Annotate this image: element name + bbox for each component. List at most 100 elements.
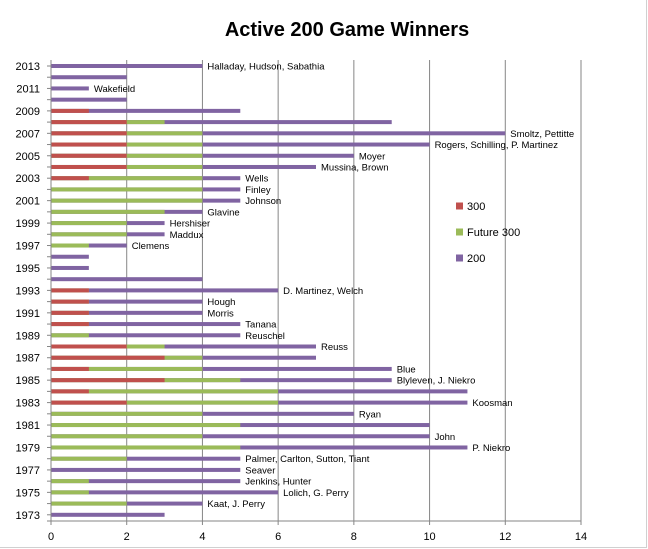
bar-future-300 bbox=[51, 176, 203, 181]
bar-annotation: Hough bbox=[207, 297, 235, 308]
x-tick-label: 0 bbox=[48, 531, 54, 543]
bar-300 bbox=[51, 131, 127, 136]
bar-future-300 bbox=[51, 501, 127, 506]
bar-200 bbox=[51, 445, 468, 450]
bar-annotation: D. Martinez, Welch bbox=[283, 286, 363, 297]
bar-200 bbox=[51, 512, 165, 517]
bar-annotation: P. Niekro bbox=[472, 443, 510, 454]
bar-300 bbox=[51, 299, 89, 304]
bar-200 bbox=[51, 142, 430, 147]
legend-label: Future 300 bbox=[467, 227, 520, 239]
bar-200 bbox=[51, 299, 203, 304]
bar-300 bbox=[51, 153, 127, 158]
y-tick-label: 1997 bbox=[16, 241, 40, 253]
bar-future-300 bbox=[51, 243, 89, 248]
bar-annotation: Blue bbox=[397, 364, 416, 375]
bar-300 bbox=[51, 378, 165, 383]
x-tick-label: 10 bbox=[423, 531, 435, 543]
bar-future-300 bbox=[51, 209, 165, 214]
bar-200 bbox=[51, 333, 241, 338]
bar-annotation: Tanana bbox=[245, 320, 277, 331]
legend-swatch bbox=[456, 254, 463, 262]
bar-300 bbox=[51, 108, 89, 113]
legend-label: 300 bbox=[467, 201, 485, 213]
bar-annotation: Moyer bbox=[359, 151, 385, 162]
bar-annotation: Palmer, Carlton, Sutton, Tiant bbox=[245, 454, 369, 465]
bar-200 bbox=[51, 97, 127, 102]
bar-annotation: Glavine bbox=[207, 207, 239, 218]
legend-swatch bbox=[456, 228, 463, 236]
x-tick-label: 8 bbox=[351, 531, 357, 543]
bar-200 bbox=[51, 108, 241, 113]
bar-annotation: Reuschel bbox=[245, 331, 285, 342]
y-tick-label: 1987 bbox=[16, 353, 40, 365]
bar-200 bbox=[51, 344, 316, 349]
bar-300 bbox=[51, 176, 89, 181]
y-tick-label: 2011 bbox=[16, 83, 40, 95]
bar-future-300 bbox=[51, 456, 127, 461]
legend: 300 Future 300 200 bbox=[456, 201, 520, 265]
bar-future-300 bbox=[51, 366, 203, 371]
bar-200 bbox=[51, 490, 279, 495]
y-tick-label: 1985 bbox=[16, 375, 40, 387]
x-tick-label: 12 bbox=[499, 531, 511, 543]
y-tick-label: 1975 bbox=[16, 487, 40, 499]
bar-future-300 bbox=[51, 411, 203, 416]
axes: 0 2 4 6 8 10 12 14 1973 1975 1977 1979 1981 1983 1985 1… bbox=[16, 60, 587, 543]
y-tick-label: 1979 bbox=[16, 442, 40, 454]
bar-annotation: Blyleven, J. Niekro bbox=[397, 376, 476, 387]
bar-annotation: Reuss bbox=[321, 342, 348, 353]
bar-annotation: Wells bbox=[245, 174, 268, 185]
bar-annotation: Clemens bbox=[132, 241, 170, 252]
chart-title: Active 200 Game Winners bbox=[225, 19, 469, 41]
y-tick-label: 2007 bbox=[16, 128, 40, 140]
bar-annotation: Mussina, Brown bbox=[321, 162, 389, 173]
bar-300 bbox=[51, 142, 127, 147]
bar-annotation: Maddux bbox=[170, 230, 204, 241]
bar-300 bbox=[51, 400, 127, 405]
bar-300 bbox=[51, 322, 89, 327]
bar-annotation: Hershiser bbox=[170, 219, 211, 230]
y-tick-label: 2013 bbox=[16, 61, 40, 73]
y-tick-label: 1989 bbox=[16, 330, 40, 342]
legend-label: 200 bbox=[467, 253, 485, 265]
bar-future-300 bbox=[51, 434, 203, 439]
legend-swatch bbox=[456, 202, 463, 210]
bar-200 bbox=[51, 131, 506, 136]
bar-annotation: Johnson bbox=[245, 196, 281, 207]
bar-annotation: Rogers, Schilling, P. Martinez bbox=[435, 140, 559, 151]
y-tick-label: 1977 bbox=[16, 465, 40, 477]
bars bbox=[51, 64, 506, 517]
bar-future-300 bbox=[51, 400, 279, 405]
bar-200 bbox=[51, 265, 89, 270]
bar-300 bbox=[51, 344, 127, 349]
bar-200 bbox=[51, 467, 241, 472]
bar-200 bbox=[51, 366, 392, 371]
y-tick-label: 1995 bbox=[16, 263, 40, 275]
bar-300 bbox=[51, 355, 165, 360]
bar-200 bbox=[51, 479, 241, 484]
x-tick-label: 2 bbox=[124, 531, 130, 543]
bar-annotation: Ryan bbox=[359, 409, 381, 420]
bar-300 bbox=[51, 120, 127, 125]
bar-future-300 bbox=[51, 490, 89, 495]
bar-200 bbox=[51, 277, 203, 282]
bar-annotation: Smoltz, Pettitte bbox=[510, 129, 574, 140]
y-tick-label: 2009 bbox=[16, 106, 40, 118]
bar-200 bbox=[51, 456, 241, 461]
y-tick-label: 1981 bbox=[16, 420, 40, 432]
bar-annotation: Koosman bbox=[472, 398, 512, 409]
annotations: Halladay, Hudson, Sabathia Wakefield Smolt… bbox=[94, 62, 574, 511]
x-tick-label: 6 bbox=[275, 531, 281, 543]
bar-200 bbox=[51, 434, 430, 439]
y-tick-label: 1991 bbox=[16, 308, 40, 320]
bar-300 bbox=[51, 310, 89, 315]
bar-200 bbox=[51, 64, 203, 68]
bar-annotation: Kaat, J. Perry bbox=[207, 499, 265, 510]
bar-300 bbox=[51, 288, 89, 293]
y-tick-label: 1973 bbox=[16, 510, 40, 522]
bar-future-300 bbox=[51, 423, 241, 428]
bar-annotation: Wakefield bbox=[94, 84, 135, 95]
